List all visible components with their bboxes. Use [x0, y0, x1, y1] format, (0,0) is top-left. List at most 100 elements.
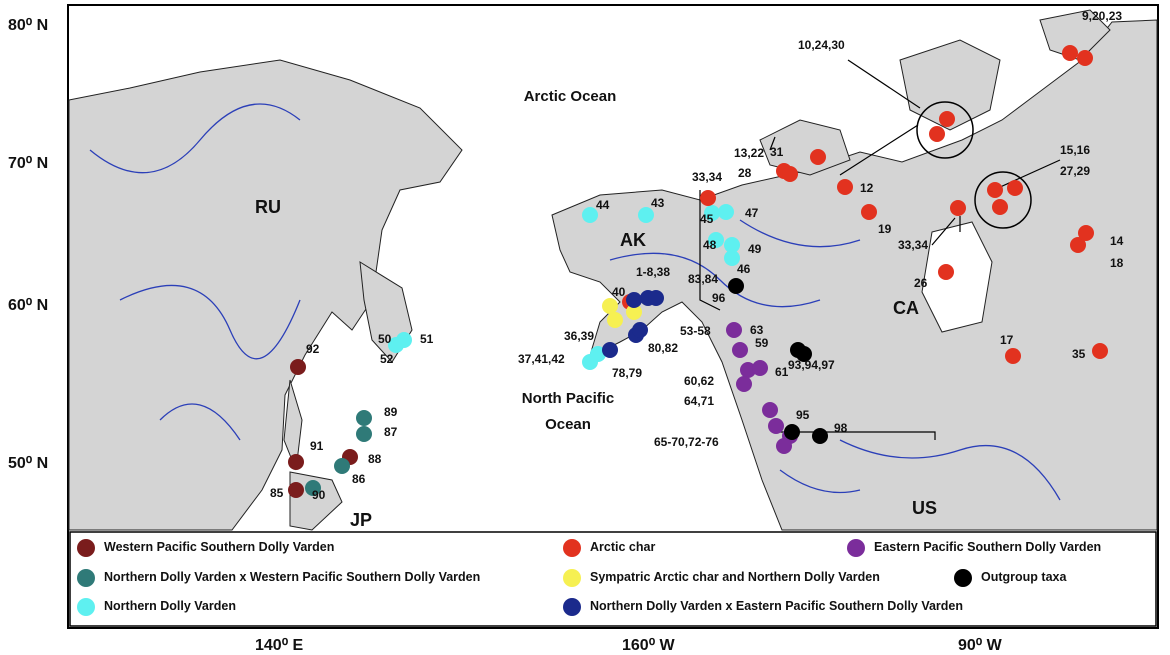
- legend-marker: [563, 569, 581, 587]
- site-marker: [837, 179, 853, 195]
- ocean-label: Arctic Ocean: [523, 88, 617, 105]
- site-label: 52: [380, 352, 394, 366]
- site-label: 49: [748, 242, 762, 256]
- site-label: 93,94,97: [788, 358, 835, 372]
- site-label: 33,34: [898, 238, 929, 252]
- site-marker: [726, 322, 742, 338]
- site-marker: [784, 424, 800, 440]
- site-markers: [288, 45, 1108, 498]
- site-marker: [939, 111, 955, 127]
- site-label: 35: [1072, 347, 1086, 361]
- site-marker: [288, 454, 304, 470]
- site-marker: [740, 362, 756, 378]
- site-marker: [700, 190, 716, 206]
- site-label: 45: [700, 212, 714, 226]
- site-marker: [992, 199, 1008, 215]
- region-label: RU: [255, 197, 281, 217]
- legend-label: Sympatric Arctic char and Northern Dolly…: [590, 570, 880, 584]
- site-label: 14: [1110, 234, 1124, 248]
- site-label: 26: [914, 276, 928, 290]
- site-label: 59: [755, 336, 769, 350]
- site-label: 85: [270, 486, 284, 500]
- site-marker: [938, 264, 954, 280]
- legend-box: [69, 531, 1157, 627]
- site-label: 64,71: [684, 394, 715, 408]
- legend-label: Eastern Pacific Southern Dolly Varden: [874, 540, 1102, 554]
- site-marker: [638, 207, 654, 223]
- site-label: 65-70,72-76: [654, 435, 719, 449]
- region-label: AK: [620, 230, 646, 250]
- site-label: 33,34: [692, 170, 723, 184]
- site-label: 87: [384, 425, 398, 439]
- site-marker: [762, 402, 778, 418]
- site-label: 98: [834, 421, 848, 435]
- latitude-label: 70⁰ N: [8, 155, 49, 172]
- region-label: CA: [893, 298, 919, 318]
- rivers: [89, 103, 1061, 501]
- site-label: 28: [738, 166, 752, 180]
- land: [68, 9, 1158, 531]
- site-label: 61: [775, 365, 789, 379]
- site-marker: [1078, 225, 1094, 241]
- site-label: 53-58: [680, 324, 711, 338]
- site-marker: [607, 312, 623, 328]
- site-label: 9,20,23: [1082, 9, 1123, 23]
- site-label: 18: [1110, 256, 1124, 270]
- legend-marker: [563, 598, 581, 616]
- site-marker: [752, 360, 768, 376]
- site-label: 46: [737, 262, 751, 276]
- legend-markers: [77, 539, 972, 616]
- site-label: 17: [1000, 333, 1014, 347]
- site-marker: [1077, 50, 1093, 66]
- site-label: 91: [310, 439, 324, 453]
- site-label: 83,84: [688, 272, 719, 286]
- legend-label: Northern Dolly Varden: [104, 599, 236, 613]
- site-marker: [1070, 237, 1086, 253]
- site-marker: [736, 376, 752, 392]
- site-marker: [812, 428, 828, 444]
- site-label: 89: [384, 405, 398, 419]
- site-marker: [929, 126, 945, 142]
- site-label: 15,16: [1060, 143, 1091, 157]
- site-label: 1-8,38: [636, 265, 671, 279]
- ocean-label: North Pacific Ocean: [521, 390, 615, 433]
- site-marker: [728, 278, 744, 294]
- site-label: 86: [352, 472, 366, 486]
- region-label: US: [912, 498, 938, 518]
- site-label: 44: [596, 198, 610, 212]
- site-marker: [290, 359, 306, 375]
- site-label: 96: [712, 291, 726, 305]
- site-label: 88: [368, 452, 382, 466]
- hudson-bay: [921, 221, 993, 333]
- site-marker: [732, 342, 748, 358]
- site-marker: [724, 250, 740, 266]
- legend-marker: [77, 569, 95, 587]
- site-label: 78,79: [612, 366, 643, 380]
- site-marker: [1092, 343, 1108, 359]
- site-marker: [708, 232, 724, 248]
- site-label: 48: [703, 238, 717, 252]
- latitude-label: 80⁰ N: [8, 17, 49, 34]
- site-marker: [356, 410, 372, 426]
- site-marker: [632, 322, 648, 338]
- site-marker: [288, 482, 304, 498]
- legend-marker: [563, 539, 581, 557]
- site-label: 50: [378, 332, 392, 346]
- site-marker: [1062, 45, 1078, 61]
- legend-label: Northern Dolly Varden x Western Pacific …: [104, 570, 481, 584]
- borders: [699, 59, 1061, 440]
- legend-label: Western Pacific Southern Dolly Varden: [104, 540, 335, 554]
- site-marker: [626, 292, 642, 308]
- highlight-circle: [974, 171, 1032, 229]
- longitude-label: 160⁰ W: [622, 637, 675, 654]
- site-marker: [776, 438, 792, 454]
- site-marker: [305, 480, 321, 496]
- legend-label: Outgroup taxa: [981, 570, 1067, 584]
- site-marker: [1005, 348, 1021, 364]
- legend-label: Northern Dolly Varden x Eastern Pacific …: [590, 599, 964, 613]
- legend-marker: [77, 539, 95, 557]
- longitude-label: 140⁰ E: [255, 637, 304, 654]
- site-marker: [950, 200, 966, 216]
